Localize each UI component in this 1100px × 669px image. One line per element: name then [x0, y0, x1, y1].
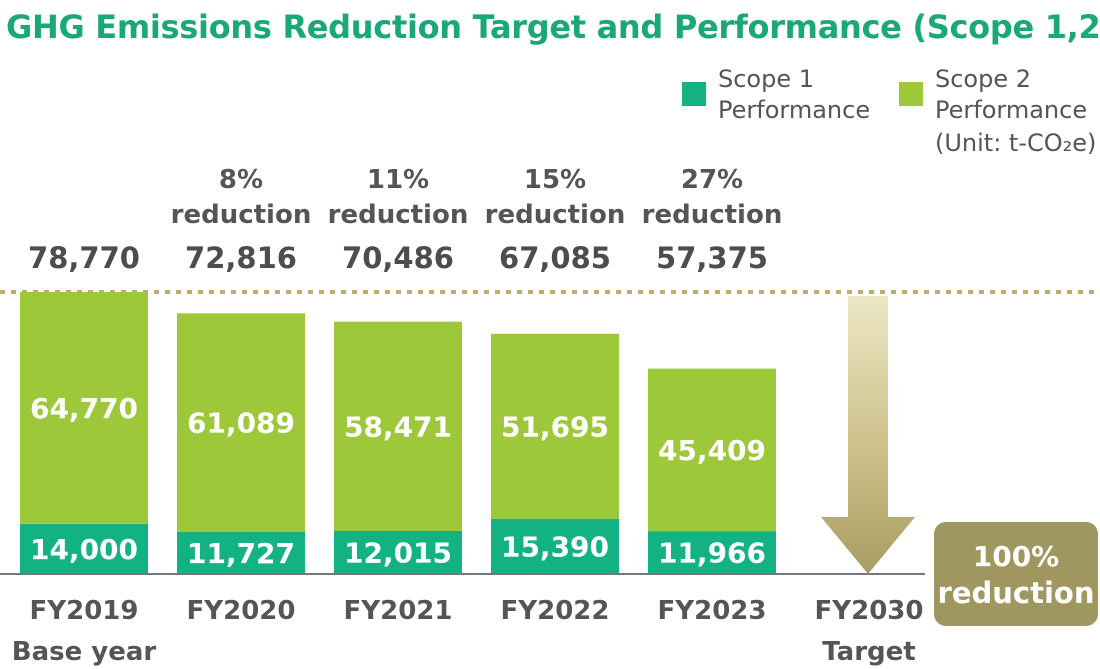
data-label-scope2: 51,695 [501, 410, 609, 443]
legend-item-scope1: Scope 1 Performance [682, 64, 870, 126]
legend-label-scope2-line1: Scope 2 [935, 65, 1032, 93]
legend-label-scope1-line1: Scope 1 [718, 65, 815, 93]
data-label-scope2: 58,471 [344, 410, 452, 443]
legend-label-scope2: Scope 2 Performance [935, 64, 1087, 126]
target-label-text: reduction [938, 576, 1095, 610]
reduction-label-text: reduction [328, 200, 469, 230]
data-label-scope1: 11,966 [658, 537, 766, 570]
bar-scope1 [177, 532, 305, 574]
data-label-scope2: 45,409 [658, 434, 766, 467]
legend-label-scope1-line2: Performance [718, 96, 871, 124]
target-arrow [821, 296, 915, 574]
data-label-total: 78,770 [28, 241, 140, 275]
legend-swatch-scope2 [899, 82, 923, 106]
reduction-label-percent: 8% [219, 165, 263, 195]
data-label-total: 70,486 [342, 241, 454, 275]
data-label-scope2: 61,089 [187, 407, 295, 440]
data-label-total: 57,375 [656, 241, 768, 275]
bar-scope1 [648, 531, 776, 574]
bar-scope2 [491, 333, 619, 519]
chart-title: GHG Emissions Reduction Target and Perfo… [6, 8, 1100, 46]
legend-swatch-scope1 [682, 82, 706, 106]
reduction-label-text: reduction [171, 200, 312, 230]
x-tick-sublabel: Base year [12, 637, 157, 667]
bar-scope2 [177, 313, 305, 533]
target-label-percent: 100% [973, 540, 1060, 573]
reduction-label-percent: 11% [367, 165, 429, 195]
bar-scope1 [20, 523, 148, 574]
data-label-scope2: 64,770 [30, 392, 138, 425]
reduction-label-percent: 27% [681, 165, 743, 195]
legend-label-scope2-line2: Performance [935, 96, 1088, 124]
reduction-label-text: reduction [485, 200, 626, 230]
reduction-label-text: reduction [642, 200, 783, 230]
x-tick-label: FY2030 [815, 596, 924, 626]
bar-scope1 [334, 530, 462, 574]
x-tick-label: FY2019 [30, 596, 139, 626]
bar-scope2 [334, 321, 462, 531]
data-label-total: 67,085 [499, 241, 611, 275]
data-label-scope1: 14,000 [30, 533, 138, 566]
data-label-scope1: 11,727 [187, 537, 295, 570]
x-tick-label: FY2023 [658, 596, 767, 626]
legend-label-scope1: Scope 1 Performance [718, 64, 870, 126]
x-tick-label: FY2020 [187, 596, 296, 626]
data-label-scope1: 12,015 [344, 536, 452, 569]
x-tick-label: FY2022 [501, 596, 610, 626]
bar-scope2 [648, 368, 776, 532]
legend-item-scope2: Scope 2 Performance [899, 64, 1087, 126]
reduction-label-percent: 15% [524, 165, 586, 195]
target-box [934, 522, 1098, 626]
unit-label: (Unit: t-CO₂e) [935, 129, 1097, 157]
bar-scope1 [491, 518, 619, 574]
data-label-total: 72,816 [185, 241, 297, 275]
x-tick-sublabel: Target [822, 637, 915, 667]
bar-scope2 [20, 292, 148, 524]
x-tick-label: FY2021 [344, 596, 453, 626]
data-label-scope1: 15,390 [501, 530, 609, 563]
